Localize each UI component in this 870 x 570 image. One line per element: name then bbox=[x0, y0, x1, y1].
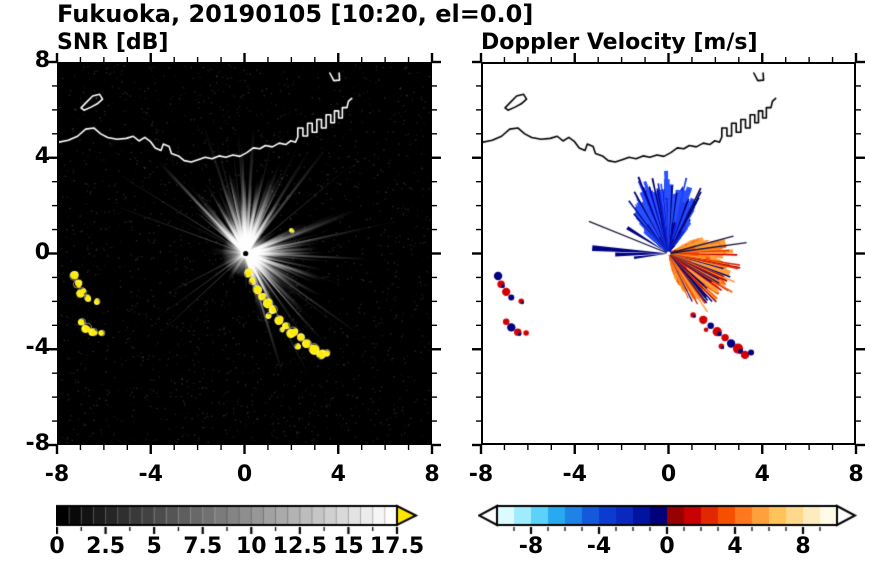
doppler-x-tick-label: 0 bbox=[660, 462, 677, 487]
snr-colorbar-label: 17.5 bbox=[369, 534, 425, 559]
snr-colorbar-label: 2.5 bbox=[86, 534, 126, 559]
snr-colorbar-label: 10 bbox=[235, 534, 267, 559]
doppler-colorbar-label: -8 bbox=[518, 534, 544, 559]
doppler-x-tick-label: 8 bbox=[848, 462, 864, 487]
doppler-plot bbox=[481, 62, 856, 445]
snr-x-tick-label: 0 bbox=[236, 462, 253, 487]
snr-colorbar-label: 7.5 bbox=[183, 534, 223, 559]
doppler-x-tick-label: -4 bbox=[562, 462, 587, 487]
doppler-canvas bbox=[483, 64, 854, 443]
snr-y-tick-label: 4 bbox=[34, 143, 50, 169]
snr-y-tick-label: -4 bbox=[25, 335, 50, 361]
snr-canvas bbox=[59, 64, 430, 443]
doppler-x-tick-label: 4 bbox=[754, 462, 770, 487]
snr-plot bbox=[57, 62, 432, 445]
doppler-axis-ticks bbox=[472, 53, 865, 454]
snr-y-tick-label: 8 bbox=[34, 48, 50, 73]
snr-axis-ticks bbox=[48, 53, 441, 454]
snr-x-tick-label: 4 bbox=[330, 462, 346, 487]
doppler-colorbar-label: 8 bbox=[795, 534, 811, 559]
snr-colorbar-label: 5 bbox=[146, 534, 162, 559]
doppler-colorbar-label: -4 bbox=[586, 534, 612, 559]
snr-colorbar-label: 15 bbox=[333, 534, 364, 559]
snr-colorbar-label: 12.5 bbox=[272, 534, 327, 559]
snr-x-tick-label: 8 bbox=[424, 462, 440, 487]
doppler-colorbar bbox=[478, 504, 858, 538]
doppler-panel-title: Doppler Velocity [m/s] bbox=[481, 30, 758, 55]
snr-colorbar bbox=[56, 504, 476, 538]
snr-x-tick-label: -4 bbox=[138, 462, 163, 487]
doppler-colorbar-label: 4 bbox=[727, 534, 743, 559]
snr-y-tick-label: -8 bbox=[25, 431, 50, 456]
snr-x-tick-label: -8 bbox=[44, 462, 70, 487]
snr-y-tick-label: 0 bbox=[34, 239, 50, 265]
snr-panel-title: SNR [dB] bbox=[57, 30, 169, 55]
snr-colorbar-label: 0 bbox=[49, 534, 65, 559]
figure-title: Fukuoka, 20190105 [10:20, el=0.0] bbox=[57, 0, 534, 28]
doppler-colorbar-label: 0 bbox=[659, 534, 675, 559]
doppler-x-tick-label: -8 bbox=[468, 462, 494, 487]
